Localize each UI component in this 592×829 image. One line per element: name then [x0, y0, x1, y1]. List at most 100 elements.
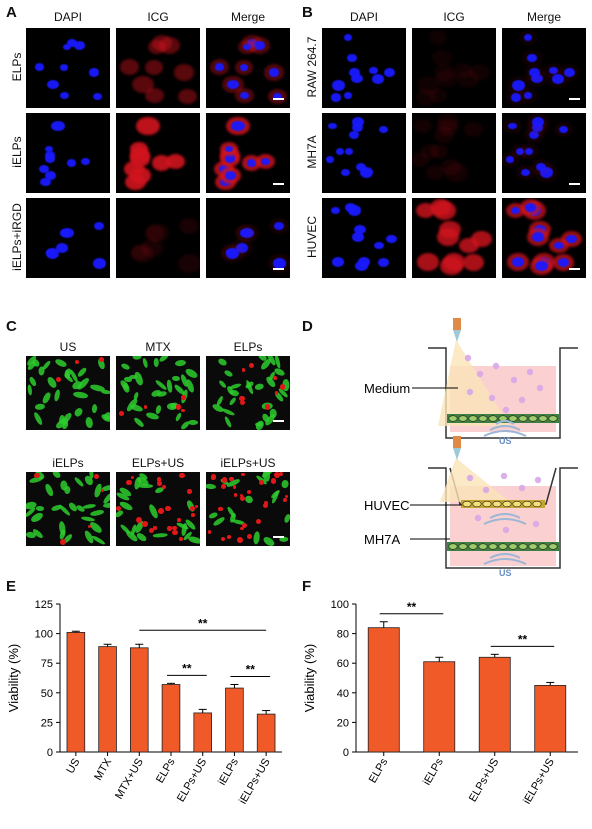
live-cell: [53, 388, 61, 402]
live-cell: [73, 475, 85, 488]
live-cell: [157, 356, 170, 364]
nucleus: [59, 91, 69, 99]
dead-cell: [130, 475, 134, 479]
significance-marker: **: [246, 663, 256, 677]
nucleus: [549, 67, 558, 74]
icg-signal: [136, 116, 160, 136]
dead-cell: [220, 483, 227, 490]
nucleus: [379, 125, 389, 134]
nucleus: [45, 248, 59, 259]
icg-signal: [166, 153, 185, 169]
nucleus: [268, 68, 279, 77]
scale-bar: [273, 536, 284, 538]
nucleus: [242, 43, 252, 51]
live-cell: [132, 391, 140, 401]
us-wave-bottom-1: [489, 553, 521, 559]
nucleus: [351, 116, 365, 127]
panel-label-f: F: [302, 578, 312, 595]
dead-cell: [256, 519, 262, 525]
live-cell: [41, 391, 53, 405]
nucleus: [349, 68, 360, 77]
huvec-cell: [502, 500, 512, 508]
x-tick-label: ELPs: [367, 756, 391, 785]
huvec-cell: [472, 500, 482, 508]
nucleus: [59, 229, 70, 238]
nucleus: [369, 67, 378, 74]
live-dead-tile-4: [116, 472, 200, 546]
nucleus: [330, 93, 342, 102]
y-tick-label: 80: [337, 629, 349, 641]
huvec-cell: [512, 500, 522, 508]
huvec-cell: [532, 500, 542, 508]
x-tick-label: iELPs: [421, 756, 446, 787]
icg-signal: [146, 223, 170, 243]
nucleus: [88, 68, 99, 77]
dead-cell: [241, 523, 247, 529]
dead-cell: [148, 527, 155, 534]
live-cell: [174, 359, 187, 367]
dead-cell: [274, 391, 278, 395]
dead-cell: [284, 495, 288, 499]
bar-ELPs: [161, 684, 181, 753]
nucleus: [325, 156, 335, 164]
dead-cell: [264, 500, 269, 506]
nucleus: [273, 221, 285, 231]
live-cell: [72, 407, 84, 419]
nucleus: [39, 164, 50, 173]
nucleus: [74, 41, 86, 51]
dead-cell: [248, 362, 254, 369]
dead-cell: [165, 505, 172, 512]
cell: [448, 415, 458, 422]
bar-iELPs: [225, 687, 244, 753]
icg-signal: [462, 254, 485, 272]
nucleus: [354, 224, 366, 234]
dead-cell: [207, 530, 212, 535]
cell: [548, 415, 558, 422]
nucleus: [273, 92, 283, 100]
live-cell: [36, 505, 45, 511]
dead-cell: [217, 506, 223, 512]
live-cell: [171, 376, 181, 383]
nucleus: [254, 41, 266, 51]
icg-signal: [130, 244, 154, 263]
cell: [478, 415, 488, 422]
icg-signal: [141, 239, 163, 257]
c-label-mtx: MTX: [145, 340, 171, 354]
nucleus: [81, 157, 90, 165]
panel-label-a: A: [6, 4, 17, 21]
transwell-top: US Medium: [364, 318, 578, 446]
column-header-dapi: DAPI: [53, 10, 82, 24]
nucleus: [539, 167, 554, 178]
live-cell: [228, 382, 242, 391]
us-wave-top-1: [489, 425, 521, 431]
dead-cell: [187, 489, 192, 494]
nucleus: [344, 147, 354, 155]
icg-signal: [454, 63, 473, 78]
cell: [518, 415, 528, 422]
us-label-bottom: US: [499, 568, 512, 578]
pipette-top-body: [453, 318, 461, 330]
dead-cell: [239, 399, 246, 406]
live-cell: [283, 513, 290, 523]
y-axis-label: Viability (%): [6, 644, 21, 712]
pipette-top-tip: [453, 330, 461, 342]
nucleus: [47, 79, 60, 90]
icg-signal: [132, 75, 155, 94]
live-cell: [229, 388, 240, 397]
dead-cell: [263, 502, 269, 508]
nucleus: [508, 122, 517, 130]
cell: [528, 415, 538, 422]
row-label-elps: ELPs: [10, 52, 24, 82]
well-outline-bottom: [428, 467, 578, 569]
nucleus: [521, 168, 531, 177]
scale-bar: [273, 268, 284, 270]
c-label-ielps-us: iELPs+US: [220, 456, 276, 470]
nucleus: [331, 206, 341, 214]
icg-signal: [173, 64, 194, 81]
column-header-icg: ICG: [147, 10, 169, 24]
us-wave-bottom-2: [483, 558, 527, 565]
dead-cell: [157, 481, 162, 486]
icg-signal: [178, 254, 200, 273]
icg-signal: [412, 152, 430, 168]
nucleus: [231, 120, 245, 132]
